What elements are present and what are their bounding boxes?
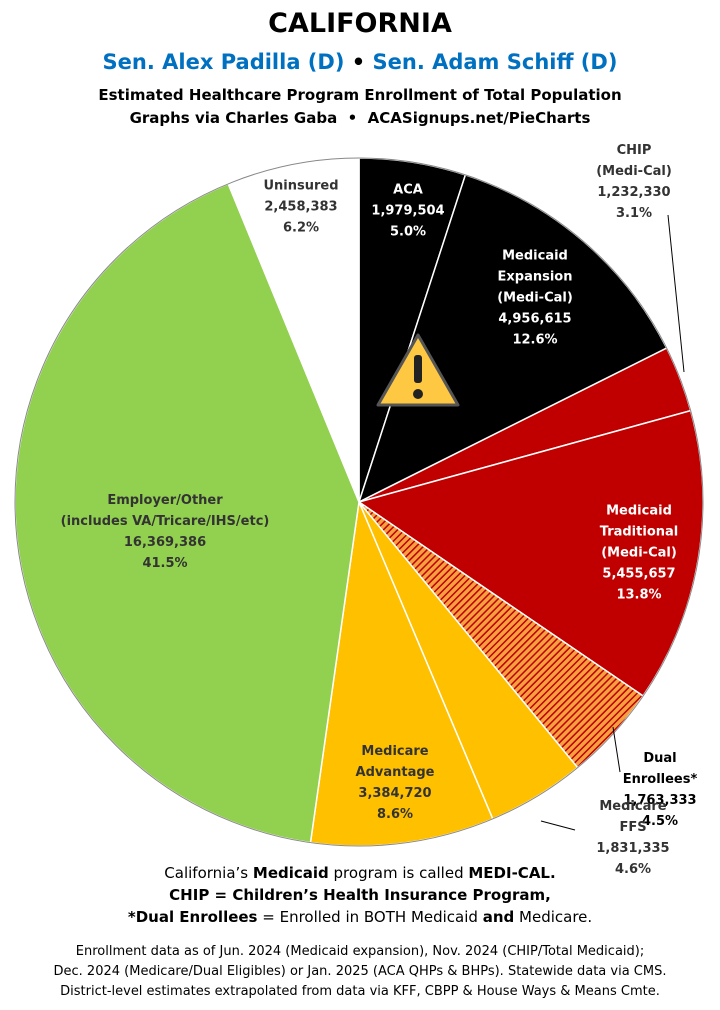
value-label: 4.5%	[641, 814, 679, 829]
slice-label: Dual Enrollees* 1,763,333 4.5%	[623, 748, 698, 832]
note-text: CHIP = Children’s Health Insurance Progr…	[169, 886, 551, 904]
value-label: 5.0%	[389, 224, 427, 240]
footer-line: Enrollment data as of Jun. 2024 (Medicai…	[75, 944, 645, 959]
note-line: *Dual Enrollees = Enrolled in BOTH Medic…	[0, 906, 720, 928]
note-line: California’s Medicaid program is called …	[0, 862, 720, 884]
count-label: 1,831,335	[596, 841, 670, 856]
slice-label: Medicare FFS 1,831,335 4.6%	[590, 796, 677, 880]
note-text: program is called	[328, 864, 469, 882]
value-label: 12.6%	[512, 332, 558, 348]
footer: Enrollment data as of Jun. 2024 (Medicai…	[0, 942, 720, 1002]
category-label: Medicare FFS	[599, 799, 667, 835]
slice-label: Medicaid Expansion (Medi-Cal) 4,956,615 12…	[497, 246, 573, 351]
leader-line	[540, 820, 576, 831]
slice-label: CHIP (Medi-Cal) 1,232,330 3.1%	[591, 140, 677, 224]
value-label: 4.6%	[614, 862, 652, 877]
pie-outline	[14, 157, 704, 847]
slice-label: Medicaid Traditional (Medi-Cal) 5,455,657…	[600, 501, 678, 606]
description-line: Graphs via Charles Gaba • ACASignups.net…	[129, 109, 591, 127]
note-text: MEDI-CAL.	[468, 864, 556, 882]
description-line: Estimated Healthcare Program Enrollment …	[98, 86, 622, 104]
count-label: 1,979,504	[371, 203, 445, 219]
value-label: 3.1%	[615, 206, 653, 221]
notes: California’s Medicaid program is called …	[0, 862, 720, 928]
note-text: and	[482, 908, 515, 926]
senator: Sen. Adam Schiff (D)	[372, 50, 618, 74]
slice-label: Uninsured 2,458,383 6.2%	[263, 176, 338, 239]
description: Estimated Healthcare Program Enrollment …	[0, 84, 720, 130]
count-label: 2,458,383	[264, 199, 338, 215]
senator: Sen. Alex Padilla (D)	[102, 50, 345, 74]
value-label: 6.2%	[282, 220, 320, 236]
count-label: 16,369,386	[123, 535, 207, 550]
footer-line: Dec. 2024 (Medicare/Dual Eligibles) or J…	[53, 964, 667, 979]
category-label: Medicare Advantage	[355, 744, 435, 780]
note-line: CHIP = Children’s Health Insurance Progr…	[0, 884, 720, 906]
count-label: 4,956,615	[498, 311, 572, 327]
subtitle: Sen. Alex Padilla (D) • Sen. Adam Schiff…	[0, 50, 720, 74]
note-text: Medicaid	[252, 864, 329, 882]
count-label: 5,455,657	[602, 566, 676, 582]
value-label: 41.5%	[142, 556, 188, 571]
note-text: = Enrolled in BOTH Medicaid	[257, 908, 483, 926]
category-label: Dual Enrollees*	[622, 751, 698, 787]
leader-line	[667, 214, 685, 373]
footer-line: District-level estimates extrapolated fr…	[60, 984, 660, 999]
leader-line	[612, 726, 621, 773]
slice-label: ACA 1,979,504 5.0%	[371, 180, 444, 243]
slice-label: Medicare Advantage 3,384,720 8.6%	[356, 741, 435, 825]
count-label: 1,763,333	[623, 793, 697, 808]
category-label: Medicaid Traditional (Medi-Cal)	[599, 503, 679, 561]
slice-label: Employer/Other (includes VA/Tricare/IHS/…	[61, 490, 270, 574]
category-label: CHIP (Medi-Cal)	[596, 143, 672, 179]
note-text: *Dual Enrollees	[127, 908, 258, 926]
count-label: 1,232,330	[597, 185, 671, 200]
note-text: California’s	[164, 864, 253, 882]
category-label: Medicaid Expansion (Medi-Cal)	[497, 248, 573, 306]
category-label: Uninsured	[263, 178, 339, 194]
category-label: Employer/Other (includes VA/Tricare/IHS/…	[60, 493, 270, 529]
value-label: 8.6%	[376, 807, 414, 822]
count-label: 3,384,720	[358, 786, 432, 801]
chart-title: CALIFORNIA	[268, 8, 452, 39]
separator: •	[351, 50, 366, 74]
warning-icon	[376, 333, 460, 407]
value-label: 13.8%	[616, 587, 662, 603]
note-text: Medicare.	[514, 908, 593, 926]
category-label: ACA	[393, 182, 423, 198]
